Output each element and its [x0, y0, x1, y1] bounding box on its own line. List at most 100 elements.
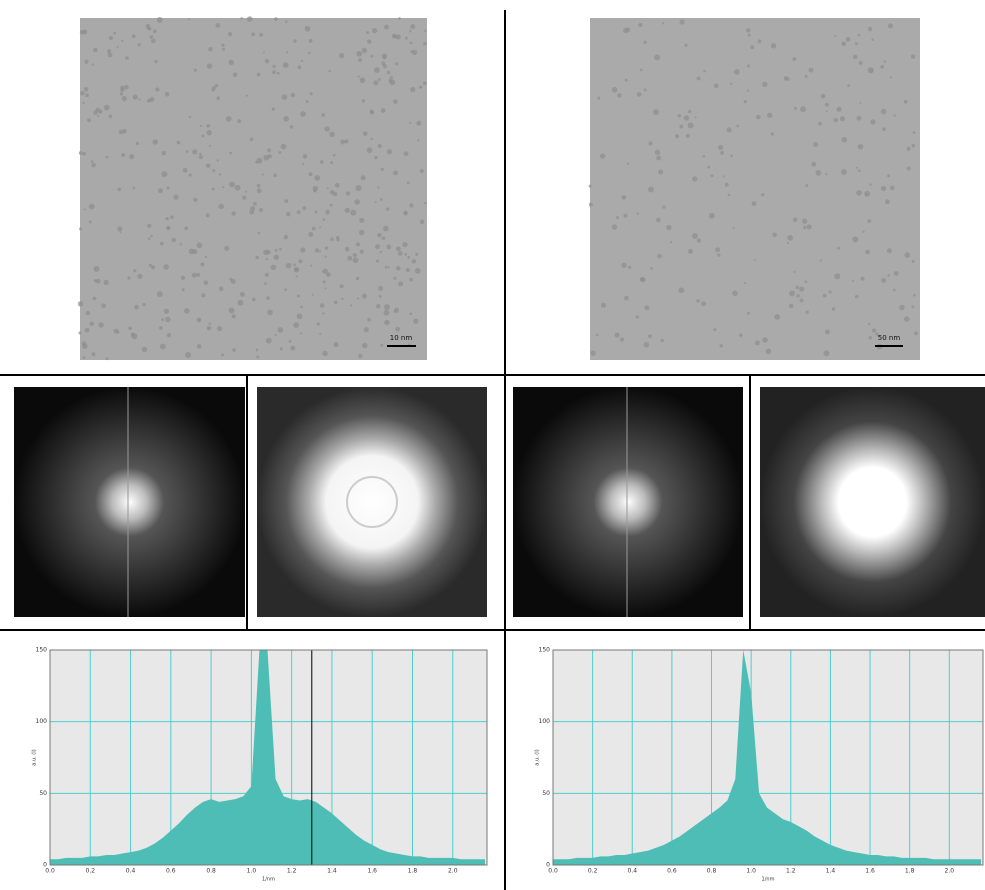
particle: [155, 87, 160, 92]
particle: [191, 272, 197, 278]
particle: [755, 114, 761, 120]
particle: [657, 253, 662, 259]
particle: [311, 226, 316, 231]
particle: [402, 241, 408, 248]
particle: [166, 333, 172, 338]
particle: [251, 32, 256, 37]
particle: [151, 38, 156, 44]
particle: [724, 182, 729, 187]
particle: [588, 184, 592, 188]
particle: [813, 142, 819, 148]
particle: [746, 64, 751, 68]
particle: [80, 90, 85, 96]
particle: [279, 347, 283, 351]
particle: [600, 302, 607, 308]
particle: [379, 250, 383, 254]
particle: [880, 65, 885, 69]
particle: [265, 337, 272, 344]
particle: [228, 307, 235, 314]
particle: [410, 86, 416, 93]
particle: [786, 77, 790, 81]
particle: [273, 173, 277, 177]
particle: [367, 39, 372, 44]
particle: [638, 22, 643, 28]
particle: [206, 130, 212, 136]
particle: [314, 175, 321, 181]
particle: [732, 226, 735, 229]
particle: [795, 285, 799, 290]
particle: [135, 141, 140, 146]
y-tick-label: 150: [36, 647, 48, 654]
particle: [249, 137, 254, 142]
particle: [196, 344, 202, 349]
particle: [804, 74, 808, 78]
particle: [131, 34, 136, 39]
particle: [787, 234, 794, 241]
particle: [859, 101, 862, 104]
x-tick-label: 0.4: [126, 868, 136, 875]
particle: [324, 126, 330, 132]
particle: [192, 149, 198, 155]
particle: [105, 357, 109, 361]
particle: [201, 293, 206, 298]
particle: [419, 169, 424, 174]
particle: [892, 288, 896, 292]
particle: [257, 231, 261, 235]
particle: [650, 267, 653, 270]
particle: [380, 108, 386, 113]
particle: [308, 172, 313, 177]
particle: [181, 288, 185, 292]
particle: [713, 83, 719, 89]
particle: [903, 316, 910, 322]
particle: [137, 273, 143, 279]
particle: [384, 265, 388, 269]
particle: [621, 195, 627, 200]
particle: [692, 176, 698, 182]
particle: [729, 82, 733, 86]
particle: [386, 149, 393, 155]
particle: [685, 133, 690, 138]
particle: [398, 17, 401, 20]
particle: [124, 84, 129, 90]
particle: [339, 52, 345, 59]
particle: [274, 248, 278, 252]
particle: [639, 68, 643, 72]
particle: [91, 63, 95, 66]
y-tick-label: 50: [542, 790, 550, 797]
particle: [77, 301, 84, 307]
particle: [127, 276, 131, 280]
particle: [284, 20, 288, 24]
particle: [377, 186, 380, 189]
particle: [660, 338, 664, 343]
particle: [160, 343, 166, 350]
particle: [221, 43, 225, 47]
plot-frame: [552, 649, 984, 866]
particle: [597, 96, 601, 100]
particle: [395, 326, 401, 332]
particle: [373, 67, 380, 74]
particle: [321, 113, 326, 117]
particle: [355, 276, 360, 281]
particle: [185, 352, 192, 359]
particle: [150, 265, 156, 270]
y-tick-label: 0: [43, 862, 47, 869]
particle: [374, 244, 380, 250]
particle: [142, 302, 146, 307]
particle: [322, 268, 328, 274]
particle: [386, 207, 390, 211]
particle: [350, 209, 357, 216]
particle: [299, 332, 303, 335]
particle: [890, 185, 895, 191]
particle: [805, 310, 809, 314]
particle: [314, 210, 318, 214]
particle: [206, 63, 213, 69]
particle: [855, 166, 858, 169]
particle: [232, 72, 238, 78]
particle: [264, 282, 267, 285]
particle: [227, 32, 233, 37]
particle: [910, 54, 916, 59]
particle: [262, 51, 265, 54]
particle: [211, 86, 216, 91]
particle: [911, 259, 915, 263]
particle: [825, 110, 828, 113]
